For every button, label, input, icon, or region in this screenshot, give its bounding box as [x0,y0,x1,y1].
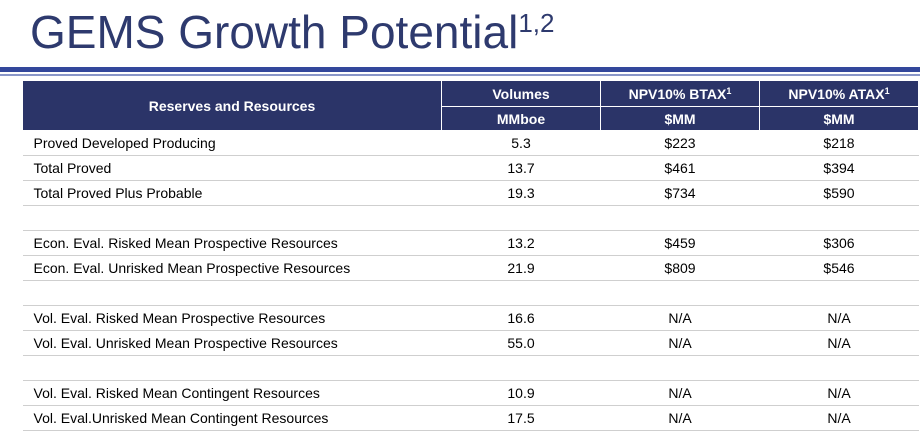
row-btax: N/A [600,305,760,331]
header-btax-unit: $MM [600,106,760,131]
row-volume: 13.7 [441,155,601,181]
header-npv-btax: NPV10% BTAX1 [600,80,760,107]
spacer-row [22,355,919,381]
spacer-row [22,205,919,231]
row-btax: $459 [600,230,760,256]
row-atax: $218 [759,130,919,156]
row-volume: 55.0 [441,330,601,356]
header-reserves-and-resources: Reserves and Resources [22,80,442,131]
header-npv-atax-footnote: 1 [884,85,890,96]
row-volume: 5.3 [441,130,601,156]
row-atax: $306 [759,230,919,256]
row-label: Total Proved Plus Probable [22,180,442,206]
row-label: Proved Developed Producing [22,130,442,156]
row-volume: 17.5 [441,405,601,431]
table-row: Vol. Eval. Risked Mean Contingent Resour… [22,380,919,406]
header-npv-atax: NPV10% ATAX1 [759,80,919,107]
header-atax-unit: $MM [759,106,919,131]
title-rule-thin [0,74,920,76]
table-row: Total Proved 13.7 $461 $394 [22,155,919,181]
row-btax: $809 [600,255,760,281]
row-atax: $394 [759,155,919,181]
row-btax: N/A [600,405,760,431]
row-volume: 10.9 [441,380,601,406]
row-label: Vol. Eval.Unrisked Mean Contingent Resou… [22,405,442,431]
row-label: Vol. Eval. Risked Mean Prospective Resou… [22,305,442,331]
row-atax: N/A [759,405,919,431]
row-atax: N/A [759,305,919,331]
row-label: Econ. Eval. Unrisked Mean Prospective Re… [22,255,442,281]
row-atax: N/A [759,380,919,406]
row-atax: $590 [759,180,919,206]
row-btax: $461 [600,155,760,181]
reserves-table: Reserves and Resources Volumes NPV10% BT… [22,80,919,431]
row-volume: 16.6 [441,305,601,331]
header-npv-btax-text: NPV10% BTAX [628,85,727,102]
page-title: GEMS Growth Potential1,2 [30,4,554,67]
header-npv-btax-footnote: 1 [726,85,732,96]
row-label: Econ. Eval. Risked Mean Prospective Reso… [22,230,442,256]
header-npv-atax-text: NPV10% ATAX [788,85,885,102]
title-rule-thick [0,67,920,72]
spacer-row [22,280,919,306]
row-btax: $223 [600,130,760,156]
title-footnote-marker: 1,2 [518,8,555,38]
table-row: Econ. Eval. Risked Mean Prospective Reso… [22,230,919,256]
table-row: Vol. Eval. Unrisked Mean Prospective Res… [22,330,919,356]
table-row: Vol. Eval. Risked Mean Prospective Resou… [22,305,919,331]
row-btax: $734 [600,180,760,206]
header-volumes: Volumes [441,80,601,107]
row-label: Total Proved [22,155,442,181]
row-volume: 19.3 [441,180,601,206]
page-title-text: GEMS Growth Potential [30,6,519,58]
row-atax: $546 [759,255,919,281]
row-volume: 21.9 [441,255,601,281]
row-label: Vol. Eval. Unrisked Mean Prospective Res… [22,330,442,356]
row-volume: 13.2 [441,230,601,256]
row-btax: N/A [600,380,760,406]
table-row: Proved Developed Producing 5.3 $223 $218 [22,130,919,156]
header-volumes-unit: MMboe [441,106,601,131]
row-atax: N/A [759,330,919,356]
row-btax: N/A [600,330,760,356]
table-row: Total Proved Plus Probable 19.3 $734 $59… [22,180,919,206]
table-row: Econ. Eval. Unrisked Mean Prospective Re… [22,255,919,281]
table-row: Vol. Eval.Unrisked Mean Contingent Resou… [22,405,919,431]
row-label: Vol. Eval. Risked Mean Contingent Resour… [22,380,442,406]
